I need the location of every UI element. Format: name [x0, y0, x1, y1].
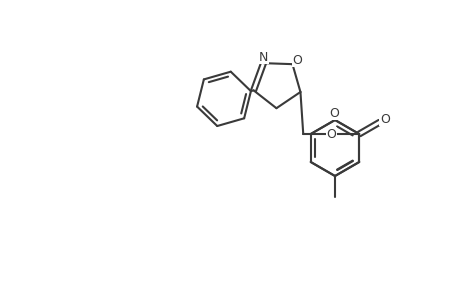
Text: O: O [292, 54, 302, 67]
Text: O: O [325, 128, 336, 140]
Text: O: O [379, 112, 389, 126]
Text: N: N [258, 51, 268, 64]
Text: O: O [328, 106, 338, 119]
